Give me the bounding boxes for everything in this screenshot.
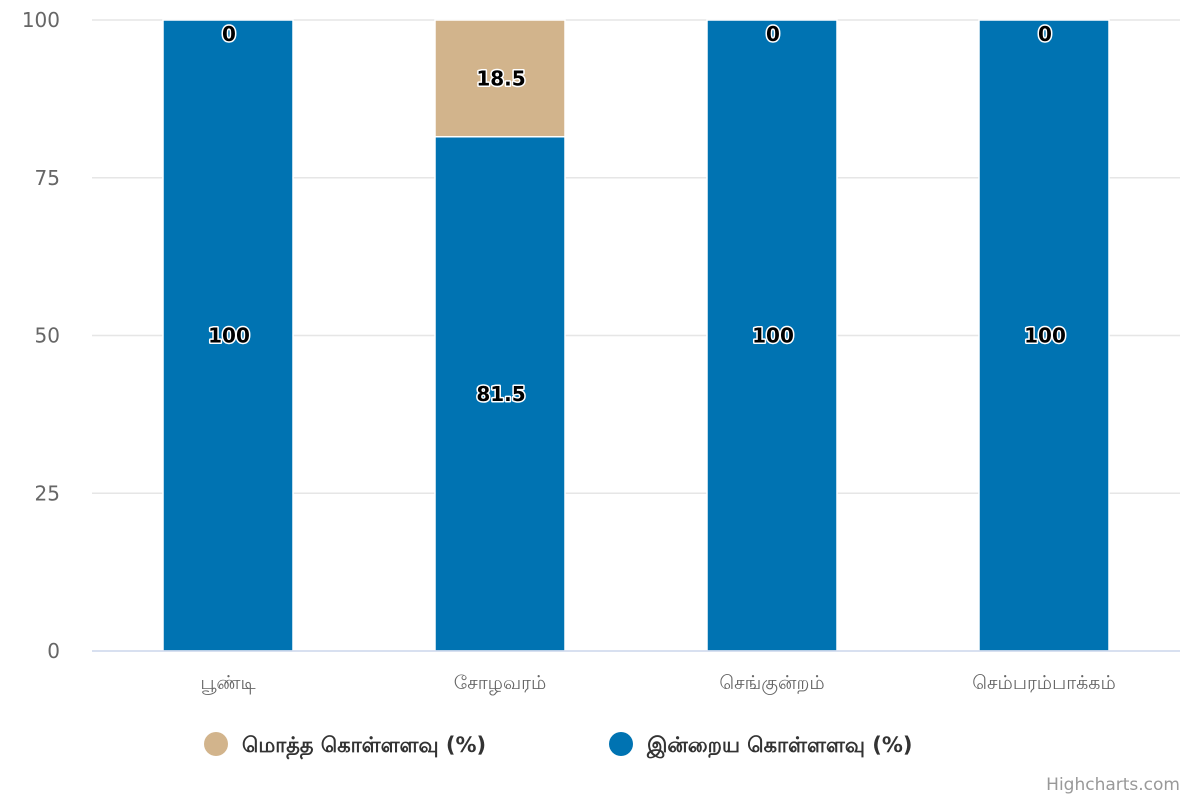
bar-segment[interactable]: [162, 19, 294, 652]
legend-label: இன்றைய கொள்ளளவு (%): [646, 733, 913, 759]
legend-item[interactable]: இன்றைய கொள்ளளவு (%): [609, 732, 913, 759]
legend-marker-icon: [609, 732, 633, 756]
bar-segment[interactable]: [706, 19, 838, 652]
legend-item[interactable]: மொத்த கொள்ளளவு (%): [204, 732, 486, 760]
data-label: 18.5: [476, 66, 525, 90]
data-label: 0: [222, 22, 236, 46]
data-label: 100: [208, 324, 250, 348]
legend: மொத்த கொள்ளளவு (%) இன்றைய கொள்ளளவு (%): [204, 732, 913, 760]
y-tick-label: 75: [35, 166, 60, 190]
data-label: 100: [1024, 324, 1066, 348]
data-label: 81.5: [476, 382, 525, 406]
bars: [162, 19, 1110, 652]
data-labels: 100 0 81.5 18.5 100 0 100 0: [207, 21, 1068, 408]
x-axis: பூண்டி சோழவரம் செங்குன்றம் செம்பரம்பாக்கம்: [200, 672, 1115, 695]
legend-label: மொத்த கொள்ளளவு (%): [242, 733, 486, 760]
y-tick-label: 25: [35, 481, 60, 505]
credits[interactable]: Highcharts.com: [1046, 775, 1180, 795]
legend-marker-icon: [204, 732, 228, 756]
y-tick-label: 50: [35, 324, 60, 348]
y-tick-label: 100: [22, 8, 60, 32]
y-axis: 0 25 50 75 100: [22, 8, 60, 663]
data-label: 0: [1038, 22, 1052, 46]
y-tick-label: 0: [47, 639, 60, 663]
bar-segment[interactable]: [978, 19, 1110, 652]
bar-segment[interactable]: [434, 19, 566, 138]
x-tick-label: செம்பரம்பாக்கம்: [972, 672, 1116, 694]
data-label: 0: [766, 22, 780, 46]
x-tick-label: செங்குன்றம்: [719, 672, 824, 695]
x-tick-label: சோழவரம்: [454, 672, 547, 695]
data-label: 100: [752, 324, 794, 348]
x-tick-label: பூண்டி: [200, 672, 255, 695]
